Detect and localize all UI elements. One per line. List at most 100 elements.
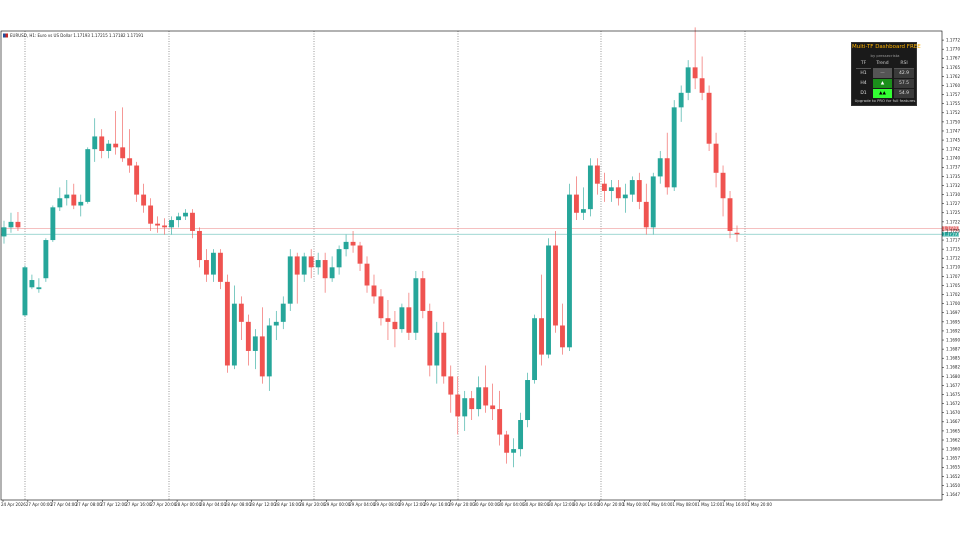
trend-neutral-icon: — <box>873 69 892 78</box>
candle-body <box>273 321 279 326</box>
candle-body <box>85 149 91 202</box>
candle-body <box>127 158 133 166</box>
dashboard-title: Multi-TF Dashboard FREE <box>852 44 921 50</box>
candle-body <box>434 332 440 366</box>
x-tick-label: 1 May 12:00 <box>697 502 722 507</box>
candle-body <box>1 227 7 237</box>
candle-body <box>57 198 63 208</box>
dashboard-row-d1: D1 ▲▲ 54.9 <box>856 89 914 98</box>
candle-body <box>636 180 642 202</box>
y-tick-label: 1.17275 <box>946 201 960 206</box>
y-tick-label: 1.16950 <box>946 319 960 324</box>
candle-body <box>615 187 621 199</box>
y-tick-label: 1.16725 <box>946 401 960 406</box>
candle-body <box>36 287 42 290</box>
upgrade-link[interactable]: Upgrade to PRO for full features <box>854 98 916 103</box>
candle-body <box>99 136 105 151</box>
candle-body <box>441 332 447 377</box>
price-label: 1.17191 <box>943 232 960 237</box>
dashboard-author: by pressecrista <box>870 53 900 58</box>
candle-body <box>448 376 454 395</box>
y-tick-label: 1.16575 <box>946 456 960 461</box>
y-tick-label: 1.17000 <box>946 301 960 306</box>
symbol-header: EURUSD, H1: Euro vs US Dollar 1.17193 1.… <box>3 33 144 38</box>
x-tick-label: 1 May 20:00 <box>747 502 772 507</box>
header-rsi: RSI <box>894 59 914 69</box>
candle-body <box>392 321 398 330</box>
y-tick-label: 1.17675 <box>946 56 960 61</box>
y-tick-label: 1.16925 <box>946 328 960 333</box>
candle-body <box>190 212 195 231</box>
y-tick-label: 1.17650 <box>946 65 960 70</box>
candle-body <box>120 147 126 159</box>
grid <box>24 31 746 500</box>
x-tick-label: 28 Apr 20:00 <box>299 502 326 507</box>
candle-body <box>113 143 119 148</box>
dashboard-row-h1: H1 — 42.9 <box>856 69 914 78</box>
candle-body <box>29 280 35 288</box>
candle-body <box>315 260 321 268</box>
candle-body <box>399 307 405 330</box>
multi-tf-dashboard[interactable]: Multi-TF Dashboard FREE by pressecrista … <box>851 42 921 106</box>
x-tick-label: 28 Apr 12:00 <box>250 502 277 507</box>
tf-label: H1 <box>860 71 867 76</box>
dashboard-header-row: TF Trend RSI <box>856 59 914 69</box>
candle-body <box>504 434 510 453</box>
candle-body <box>643 201 649 228</box>
candle-body <box>699 78 705 93</box>
x-tick-label: 27 Apr 16:00 <box>125 502 152 507</box>
candle-body <box>183 212 188 217</box>
x-tick-label: 28 Apr 16:00 <box>275 502 302 507</box>
y-tick-label: 1.17600 <box>946 83 960 88</box>
y-tick-label: 1.16825 <box>946 365 960 370</box>
x-tick-label: 27 Apr 12:00 <box>100 502 127 507</box>
candle-body <box>427 310 433 366</box>
candle-body <box>287 256 293 304</box>
candle-body <box>587 165 593 210</box>
price-label: 1.17207 <box>943 226 960 231</box>
y-tick-label: 1.17700 <box>946 47 960 52</box>
candle-body <box>657 158 663 177</box>
candle-body <box>217 252 223 282</box>
tf-label: H4 <box>860 81 867 86</box>
y-tick-label: 1.16775 <box>946 383 960 388</box>
y-tick-label: 1.17625 <box>946 74 960 79</box>
candle-body <box>134 165 140 195</box>
y-tick-label: 1.17350 <box>946 174 960 179</box>
flag-icon-stripe <box>5 33 8 38</box>
candle-body <box>343 241 349 250</box>
rsi-value: 42.9 <box>894 69 914 78</box>
candle-body <box>420 278 426 311</box>
candle-body <box>8 221 14 228</box>
candle-body <box>71 194 77 206</box>
y-tick-label: 1.16525 <box>946 474 960 479</box>
y-tick-label: 1.16550 <box>946 465 960 470</box>
x-tick-label: 28 Apr 08:00 <box>225 502 252 507</box>
candle-body <box>238 303 244 322</box>
x-tick-label: 30 Apr 08:00 <box>523 502 550 507</box>
candle-body <box>364 263 370 286</box>
candle-body <box>357 245 363 264</box>
candle-body <box>629 180 635 195</box>
y-tick-label: 1.17050 <box>946 283 960 288</box>
y-tick-label: 1.17575 <box>946 92 960 97</box>
x-tick-label: 28 Apr 04:00 <box>200 502 227 507</box>
x-tick-label: 27 Apr 00:00 <box>26 502 53 507</box>
candle-body <box>601 183 607 191</box>
y-tick-label: 1.16875 <box>946 347 960 352</box>
candle-body <box>204 260 209 275</box>
candle-body <box>141 194 147 206</box>
candle-body <box>650 176 656 228</box>
candle-body <box>155 223 161 226</box>
x-tick-label: 1 May 00:00 <box>623 502 648 507</box>
x-tick-label: 27 Apr 08:00 <box>76 502 103 507</box>
y-tick-label: 1.17450 <box>946 137 960 142</box>
candle-body <box>567 194 572 348</box>
candle-body <box>301 256 307 275</box>
candle-body <box>308 256 314 268</box>
rsi-value: 54.9 <box>894 89 914 98</box>
candle-body <box>490 405 496 410</box>
